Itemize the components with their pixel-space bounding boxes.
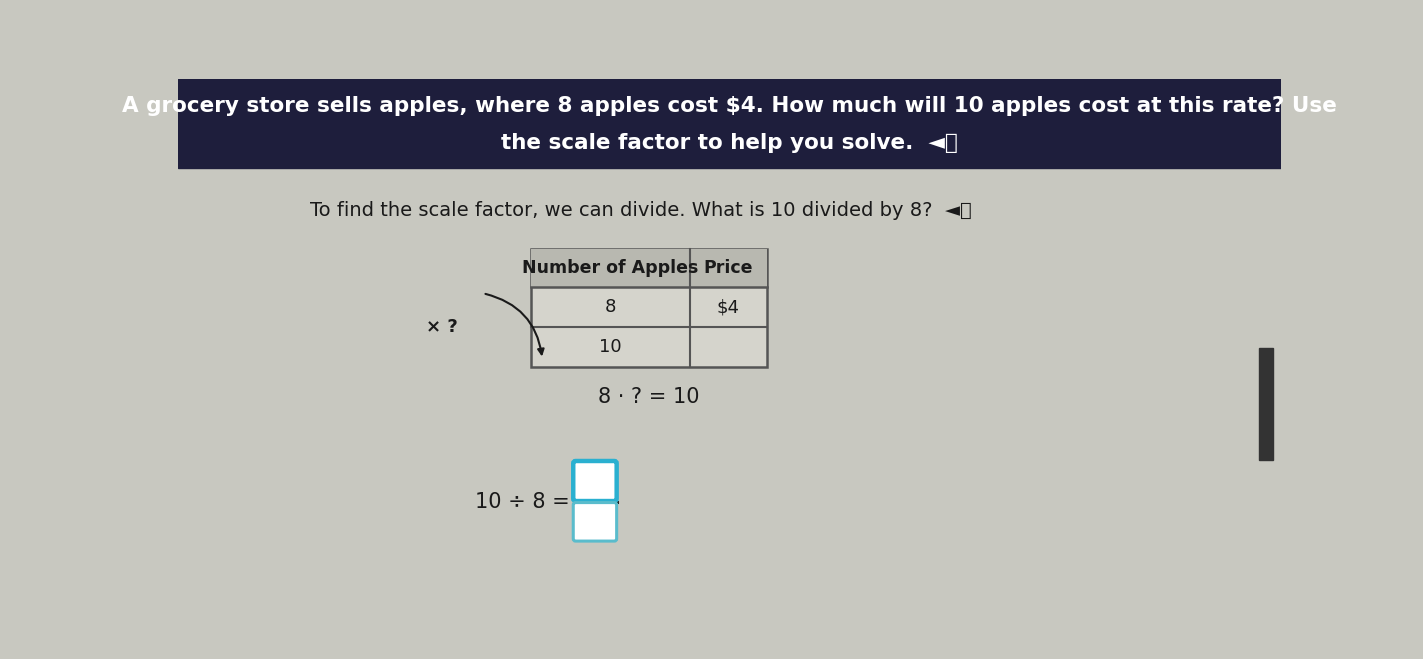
- Bar: [1259, 348, 1274, 460]
- Text: 8: 8: [605, 299, 616, 316]
- Bar: [178, 168, 1281, 587]
- Text: the scale factor to help you solve.  ◄⦩: the scale factor to help you solve. ◄⦩: [501, 133, 958, 153]
- Text: 8 · ? = 10: 8 · ? = 10: [598, 387, 700, 407]
- Bar: [531, 248, 767, 287]
- Text: A grocery store sells apples, where 8 apples cost $4. How much will 10 apples co: A grocery store sells apples, where 8 ap…: [122, 96, 1336, 116]
- Text: × ?: × ?: [425, 318, 458, 336]
- Text: 10 ÷ 8 =: 10 ÷ 8 =: [475, 492, 569, 512]
- Bar: [178, 79, 1281, 168]
- FancyBboxPatch shape: [573, 461, 616, 501]
- Text: Price: Price: [703, 259, 753, 277]
- FancyBboxPatch shape: [573, 503, 616, 541]
- Text: To find the scale factor, we can divide. What is 10 divided by 8?  ◄⦩: To find the scale factor, we can divide.…: [310, 201, 972, 219]
- Bar: [531, 248, 767, 367]
- Text: Number of Apples: Number of Apples: [522, 259, 699, 277]
- Text: 10: 10: [599, 338, 622, 357]
- FancyArrowPatch shape: [485, 294, 544, 355]
- Text: $4: $4: [717, 299, 740, 316]
